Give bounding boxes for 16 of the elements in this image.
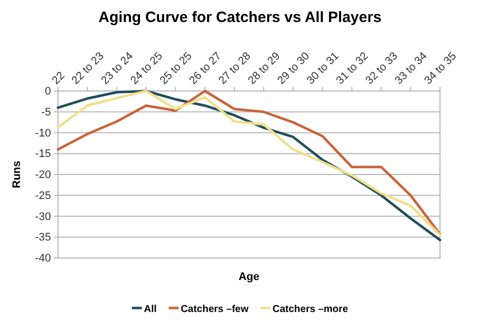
- y-tick-label: -40: [35, 252, 51, 265]
- y-tick-label: -15: [35, 148, 51, 160]
- legend-label: All: [144, 304, 157, 315]
- legend-label: Catchers –few: [180, 304, 249, 315]
- y-tick-label: -35: [35, 232, 51, 244]
- y-tick-label: 0: [44, 86, 51, 98]
- y-tick-label: -10: [35, 127, 51, 140]
- y-tick-label: -30: [35, 210, 51, 223]
- chart-title: Aging Curve for Catchers vs All Players: [98, 9, 382, 26]
- legend-label: Catchers –more: [272, 304, 349, 315]
- x-axis-title: Age: [238, 271, 260, 283]
- y-tick-label: -5: [41, 106, 51, 118]
- y-tick-label: -25: [35, 190, 51, 202]
- y-tick-label: -20: [35, 169, 51, 182]
- x-tick-label: 22: [50, 70, 68, 87]
- y-axis-title: Runs: [11, 160, 23, 188]
